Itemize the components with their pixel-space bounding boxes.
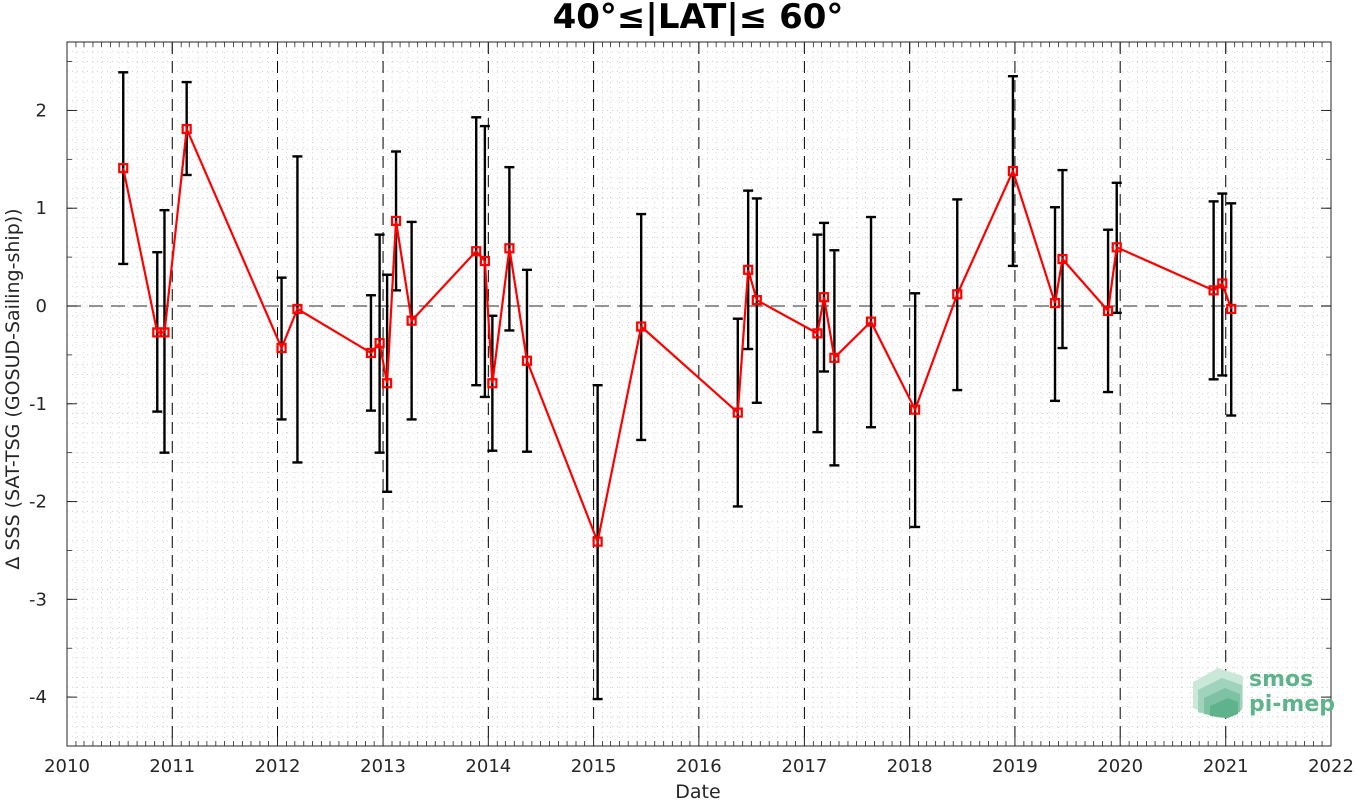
data-point — [276, 342, 287, 354]
data-markers — [118, 123, 1237, 547]
chart-title: 40°≤|LAT|≤ 60° — [553, 0, 844, 37]
x-tick-label: 2010 — [44, 756, 90, 777]
x-tick-label: 2012 — [255, 756, 301, 777]
x-tick-label: 2014 — [465, 756, 511, 777]
x-axis-label: Date — [675, 781, 720, 801]
data-point — [829, 352, 840, 363]
smos-pi-mep-logo: smos pi-mep — [1193, 667, 1335, 718]
logo-text-smos: smos — [1249, 667, 1313, 692]
x-tick-label: 2019 — [992, 756, 1038, 777]
data-point — [751, 295, 762, 306]
data-point — [159, 327, 170, 338]
data-point — [365, 347, 377, 359]
axis-ticks: 2010 2011 2012 2013 2014 2015 2016 2017 2018 2019… — [29, 42, 1354, 777]
x-tick-label: 2016 — [676, 756, 722, 777]
data-point — [910, 404, 921, 415]
data-point — [952, 289, 963, 300]
y-tick-label: -3 — [29, 589, 47, 610]
x-tick-label: 2020 — [1097, 756, 1143, 777]
data-point — [743, 264, 754, 275]
x-tick-label: 2013 — [360, 756, 406, 777]
y-axis-label: Δ SSS (SAT-TSG (GOSUD-Sailing-ship)) — [2, 208, 24, 569]
data-point — [479, 255, 490, 267]
data-point — [1057, 253, 1068, 265]
data-point — [292, 303, 303, 315]
data-point — [1208, 285, 1219, 296]
x-tick-label: 2021 — [1203, 756, 1249, 777]
year-separators — [171, 42, 1227, 746]
data-point — [390, 215, 402, 227]
data-point — [504, 243, 515, 254]
data-point — [818, 292, 830, 303]
data-point — [1049, 297, 1061, 309]
error-bars — [118, 71, 1237, 701]
data-point — [118, 163, 129, 174]
y-tick-label: 2 — [36, 100, 47, 121]
data-point — [1111, 242, 1122, 253]
y-tick-label: 1 — [36, 198, 47, 219]
x-tick-label: 2011 — [149, 756, 195, 777]
data-point — [181, 123, 192, 135]
data-point — [812, 328, 823, 339]
data-point — [1102, 305, 1114, 316]
data-point — [406, 315, 417, 326]
data-point — [592, 536, 603, 547]
data-point — [521, 355, 533, 366]
data-point — [374, 338, 385, 349]
data-point — [732, 407, 743, 418]
data-point — [865, 316, 877, 327]
x-tick-label: 2015 — [571, 756, 617, 777]
data-point — [636, 321, 647, 332]
series-line — [122, 124, 1233, 546]
data-point — [1007, 165, 1019, 177]
y-tick-label: 0 — [36, 296, 47, 317]
data-point — [487, 378, 498, 389]
y-tick-label: -1 — [29, 394, 47, 415]
data-point — [382, 378, 393, 389]
x-tick-label: 2018 — [887, 756, 933, 777]
data-point — [471, 246, 482, 257]
x-tick-label: 2017 — [781, 756, 827, 777]
data-point — [1217, 278, 1228, 289]
data-point — [1226, 303, 1237, 315]
y-tick-label: -4 — [29, 687, 47, 708]
y-tick-label: -2 — [29, 492, 47, 513]
logo-mark-icon — [1193, 668, 1243, 718]
logo-text-pi-mep: pi-mep — [1249, 692, 1335, 717]
x-tick-label: 2022 — [1308, 756, 1354, 777]
